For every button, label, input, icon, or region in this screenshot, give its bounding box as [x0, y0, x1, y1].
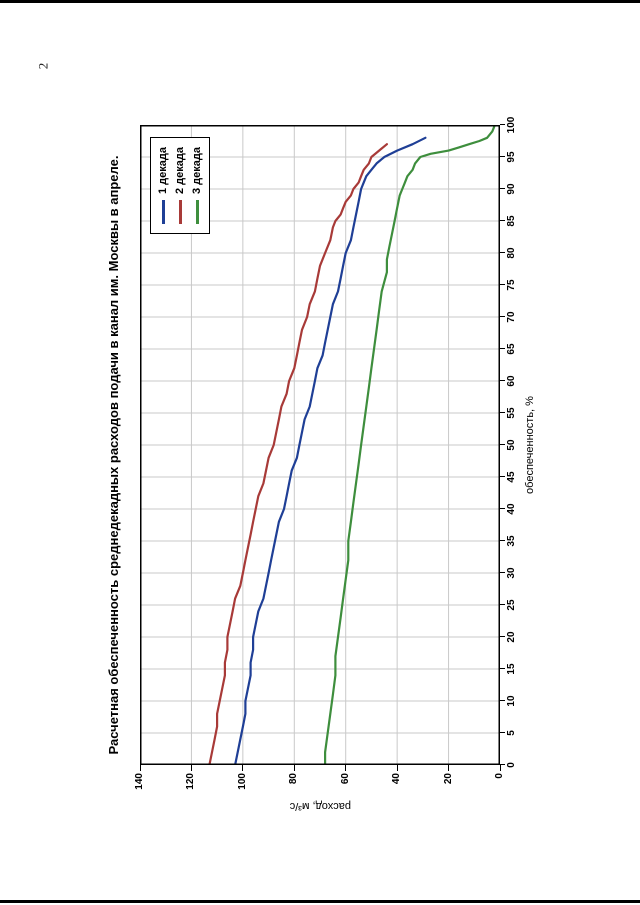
legend-line-swatch	[195, 200, 199, 224]
x-tick-mark	[500, 284, 505, 286]
y-tick-label: 120	[185, 773, 197, 790]
legend-line-swatch	[178, 200, 182, 224]
x-tick-mark	[500, 540, 505, 542]
x-tick-mark	[500, 316, 505, 318]
y-tick-mark	[396, 765, 398, 771]
y-tick-mark	[139, 765, 141, 771]
page-bottom-border	[0, 900, 640, 903]
x-tick-mark	[500, 700, 505, 702]
legend-label: 2 декада	[174, 147, 186, 194]
y-tick-mark	[190, 765, 192, 771]
page-top-border	[0, 0, 640, 3]
series-line-1	[233, 136, 427, 765]
x-tick-mark	[500, 124, 505, 126]
x-tick-mark	[500, 668, 505, 670]
y-tick-label: 0	[494, 773, 505, 779]
y-tick-mark	[242, 765, 244, 771]
legend-item-2: 2 декада	[174, 147, 186, 224]
y-tick-label: 60	[339, 773, 351, 785]
x-tick-mark	[500, 764, 505, 766]
y-tick-mark	[448, 765, 450, 771]
legend: 1 декада 2 декада 3 декада	[150, 137, 210, 234]
x-tick-mark	[500, 188, 505, 190]
legend-label: 1 декада	[157, 147, 169, 194]
plot-area: 1 декада 2 декада 3 декада	[140, 125, 500, 765]
plot-canvas	[140, 125, 500, 765]
series-line-2	[208, 143, 388, 765]
legend-label: 3 декада	[191, 147, 203, 194]
y-tick-mark	[499, 765, 501, 771]
x-tick-mark	[500, 636, 505, 638]
x-axis-label: обеспеченность, %	[524, 396, 536, 494]
x-tick-mark	[500, 348, 505, 350]
x-tick-label: 100	[506, 116, 517, 134]
plot-border	[140, 125, 500, 765]
y-tick-label: 140	[134, 773, 145, 790]
x-tick-mark	[500, 476, 505, 478]
x-tick-mark	[500, 444, 505, 446]
chart-container: Расчетная обеспеченность среднедекадных …	[100, 95, 550, 815]
legend-item-1: 1 декада	[157, 147, 169, 224]
y-tick-mark	[293, 765, 295, 771]
y-tick-label: 40	[391, 773, 403, 785]
y-tick-label: 20	[442, 773, 454, 785]
x-tick-mark	[500, 412, 505, 414]
legend-item-3: 3 декада	[191, 147, 203, 224]
x-tick-mark	[500, 572, 505, 574]
y-tick-label: 100	[236, 773, 248, 790]
series-line-3	[324, 125, 496, 765]
chart-title: Расчетная обеспеченность среднедекадных …	[106, 155, 121, 755]
page-number: 2	[35, 62, 51, 70]
x-tick-mark	[500, 732, 505, 734]
legend-line-swatch	[161, 200, 165, 224]
y-tick-label: 80	[288, 773, 300, 785]
x-tick-mark	[500, 220, 505, 222]
x-tick-mark	[500, 156, 505, 158]
x-tick-mark	[500, 252, 505, 254]
x-tick-mark	[500, 380, 505, 382]
x-tick-mark	[500, 508, 505, 510]
y-tick-mark	[345, 765, 347, 771]
x-tick-mark	[500, 604, 505, 606]
